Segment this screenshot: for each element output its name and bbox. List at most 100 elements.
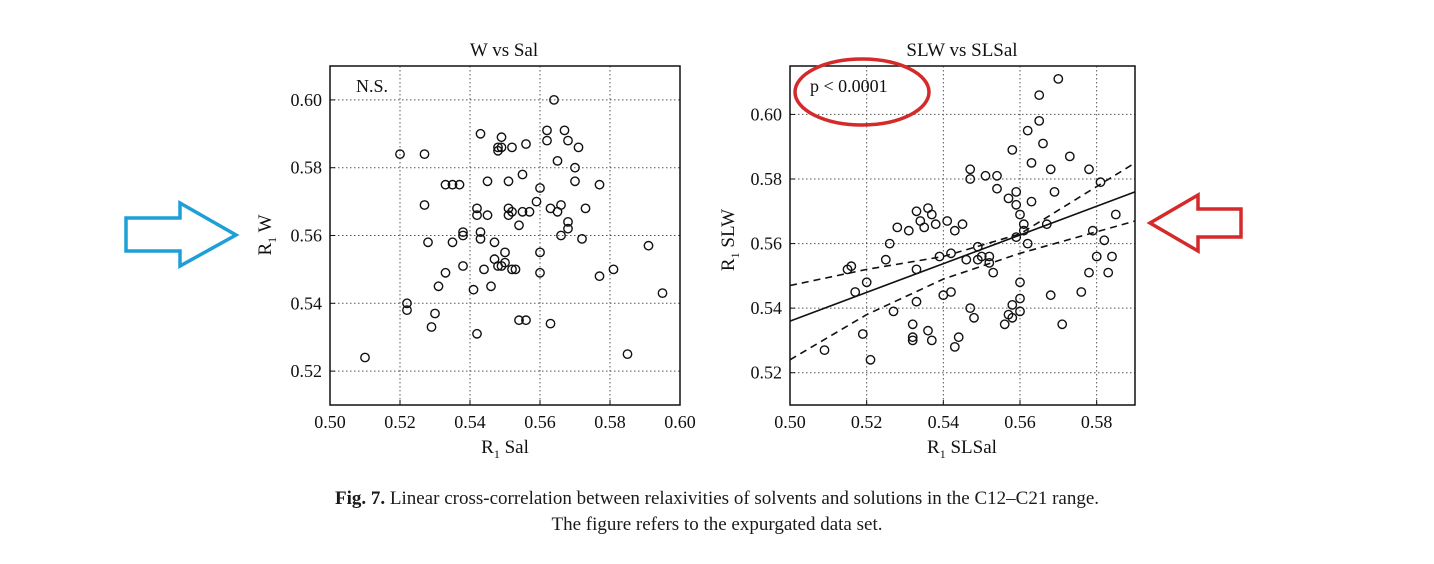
data-point bbox=[563, 216, 573, 227]
data-point bbox=[1057, 319, 1068, 330]
data-point bbox=[1064, 151, 1075, 162]
data-point bbox=[961, 254, 972, 265]
data-point bbox=[458, 230, 468, 241]
data-point bbox=[1011, 199, 1022, 210]
data-point bbox=[988, 267, 999, 278]
significance-label: N.S. bbox=[356, 76, 388, 96]
x-tick-label: 0.50 bbox=[314, 412, 346, 432]
data-point bbox=[976, 251, 987, 262]
data-point bbox=[1022, 238, 1033, 249]
data-point bbox=[1007, 299, 1018, 310]
data-point bbox=[507, 142, 517, 153]
data-point bbox=[1091, 251, 1102, 262]
data-point bbox=[965, 174, 976, 184]
data-point bbox=[419, 149, 430, 160]
regression-line bbox=[789, 191, 1136, 322]
data-point bbox=[570, 176, 580, 187]
y-tick-label: 0.60 bbox=[291, 90, 323, 110]
data-point bbox=[953, 332, 964, 343]
data-point bbox=[1084, 164, 1094, 175]
data-point bbox=[930, 219, 941, 230]
data-point bbox=[500, 257, 510, 268]
caption-line-1: Fig. 7. Linear cross-correlation between… bbox=[0, 486, 1434, 512]
data-point bbox=[521, 139, 531, 149]
data-point bbox=[482, 176, 493, 187]
data-point bbox=[426, 322, 437, 332]
confidence-band-lower bbox=[789, 220, 1136, 361]
data-point bbox=[926, 209, 937, 220]
x-tick-label: 0.50 bbox=[774, 412, 806, 432]
tick-labels: 0.50 0.52 0.54 0.56 0.58 0.52 0.54 0.56 0.58 0.60 bbox=[751, 104, 1113, 432]
data-point bbox=[1015, 306, 1025, 317]
data-point bbox=[934, 251, 945, 262]
data-point bbox=[433, 281, 444, 292]
data-point bbox=[857, 329, 868, 339]
data-point bbox=[1026, 157, 1037, 168]
data-point bbox=[926, 335, 937, 346]
data-point bbox=[1103, 267, 1114, 278]
data-point bbox=[969, 312, 979, 323]
chart-title: SLW vs SLSal bbox=[906, 40, 1017, 61]
grid bbox=[330, 66, 680, 405]
data-point bbox=[942, 216, 953, 226]
significance-label: p < 0.0001 bbox=[810, 76, 888, 96]
data-point bbox=[507, 264, 517, 275]
data-point bbox=[580, 203, 591, 214]
data-point bbox=[594, 271, 605, 282]
chart-panel-w-vs-sal: W vs Sal 0.50 0.52 0.54 0.56 0.58 0.600.520.5… bbox=[255, 40, 696, 461]
chart-panel-slw-vs-slsal: SLW vs SLSal 0.50 0.52 0.54 0.56 0.580.520.5… bbox=[718, 40, 1136, 461]
data-point bbox=[984, 251, 995, 262]
y-tick-label: 0.58 bbox=[291, 158, 323, 178]
data-point bbox=[531, 196, 542, 207]
data-point bbox=[1007, 144, 1018, 155]
data-point bbox=[440, 267, 451, 278]
red-arrow-left-icon bbox=[1146, 191, 1243, 255]
data-point bbox=[819, 345, 830, 355]
data-point bbox=[549, 95, 559, 105]
y-tick-label: 0.52 bbox=[751, 363, 783, 383]
x-axis-label: R1 SLSal bbox=[927, 437, 997, 461]
data-point bbox=[911, 264, 922, 275]
data-point bbox=[992, 183, 1002, 194]
data-point bbox=[475, 233, 486, 244]
data-point bbox=[1003, 193, 1014, 204]
highlight-ellipse bbox=[793, 57, 931, 127]
data-point bbox=[535, 183, 545, 193]
data-point bbox=[965, 303, 976, 313]
data-point bbox=[1007, 312, 1018, 323]
y-tick-label: 0.54 bbox=[751, 298, 783, 318]
x-tick-label: 0.58 bbox=[1081, 412, 1113, 432]
data-point bbox=[608, 264, 619, 275]
data-point bbox=[919, 222, 930, 233]
data-point bbox=[496, 132, 507, 143]
data-point bbox=[1011, 186, 1022, 197]
data-point bbox=[980, 170, 991, 181]
y-tick-label: 0.52 bbox=[291, 361, 323, 381]
confidence-band-upper bbox=[789, 162, 1136, 287]
data-point bbox=[1099, 235, 1110, 246]
data-point bbox=[507, 206, 517, 217]
data-point bbox=[1018, 219, 1029, 230]
data-point bbox=[1107, 251, 1117, 262]
data-point bbox=[510, 264, 521, 275]
data-point bbox=[472, 210, 482, 221]
data-point bbox=[1034, 116, 1045, 126]
data-point bbox=[1015, 277, 1025, 288]
data-point bbox=[892, 222, 903, 233]
y-axis-label: R1 W bbox=[255, 214, 279, 255]
data-point bbox=[542, 135, 552, 146]
x-tick-label: 0.56 bbox=[1004, 412, 1036, 432]
data-point bbox=[493, 142, 503, 153]
x-tick-label: 0.58 bbox=[594, 412, 626, 432]
data-point bbox=[577, 233, 587, 244]
data-point bbox=[1015, 209, 1025, 220]
data-point bbox=[496, 142, 507, 153]
data-point bbox=[1076, 287, 1087, 297]
data-point bbox=[447, 237, 458, 248]
data-point bbox=[846, 261, 857, 272]
data-point bbox=[923, 325, 933, 336]
data-point bbox=[573, 142, 584, 153]
data-point bbox=[559, 125, 570, 136]
data-point bbox=[643, 240, 654, 251]
